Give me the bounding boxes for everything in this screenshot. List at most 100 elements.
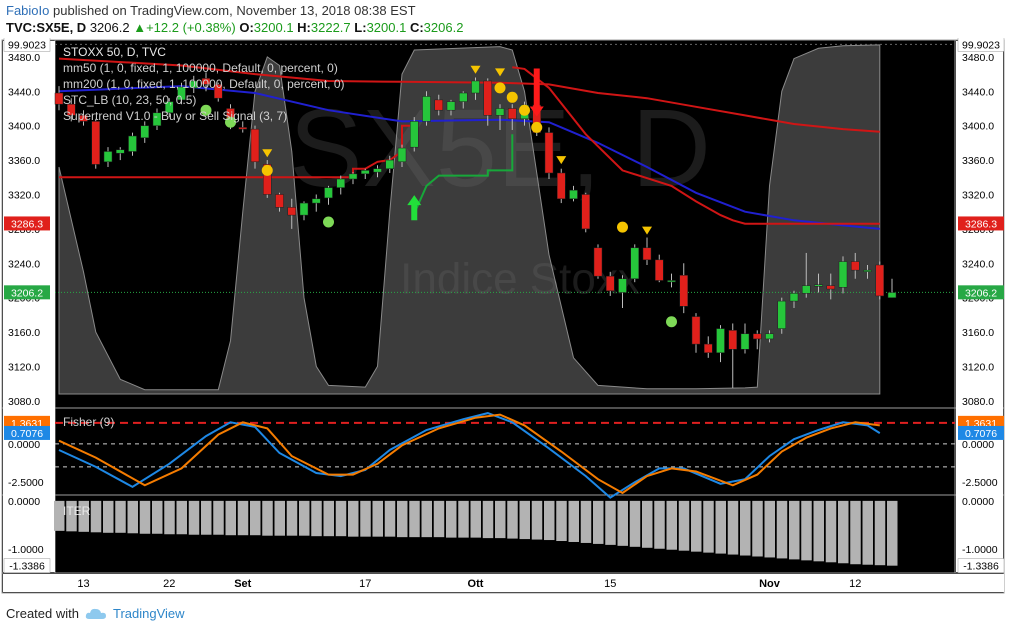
- iter-bar: [421, 500, 432, 538]
- candle-body: [557, 172, 566, 200]
- candle: [177, 82, 186, 105]
- iter-bar: [605, 500, 616, 545]
- candle-body: [802, 285, 811, 294]
- y-tick-left: 3120.0: [8, 361, 40, 373]
- iter-bar: [593, 500, 604, 544]
- iter-bar: [90, 500, 102, 533]
- iter-bar: [727, 500, 739, 555]
- fisher-value-left: 0.7076: [11, 428, 43, 440]
- candle-body: [434, 99, 443, 111]
- iter-bar: [519, 500, 530, 540]
- candle: [789, 290, 799, 308]
- candle-body: [765, 333, 774, 340]
- iter-bar: [446, 500, 457, 538]
- candle: [740, 323, 750, 354]
- candle: [777, 297, 786, 334]
- candle: [557, 168, 566, 204]
- candle: [165, 98, 174, 118]
- candle-body: [152, 112, 162, 126]
- supertrend-line-1: [413, 134, 514, 214]
- iter-bar: [103, 500, 114, 533]
- iter-bar: [617, 500, 628, 546]
- open-label: O:: [239, 20, 254, 35]
- iter-pane: ITER: [54, 500, 898, 566]
- candle: [826, 273, 835, 300]
- candle-body: [410, 121, 419, 148]
- y-tick-right: 3400.0: [962, 121, 994, 133]
- sell-signal-dot: [261, 164, 273, 176]
- iter-bar: [544, 500, 555, 541]
- candle: [91, 118, 100, 169]
- iter-bar: [348, 500, 359, 537]
- iter-bar: [825, 500, 837, 563]
- sell-arrow-head: [529, 106, 544, 117]
- candle-body: [214, 84, 223, 99]
- candle-body: [287, 207, 296, 216]
- candle: [152, 108, 162, 130]
- price-label-left: 3286.3: [11, 218, 43, 230]
- iter-bar: [152, 500, 163, 534]
- iter-bar: [666, 500, 677, 550]
- high-value: 3222.7: [310, 20, 351, 35]
- candle-body: [495, 108, 505, 116]
- candle: [581, 192, 590, 233]
- candle-body: [630, 247, 639, 279]
- candle-body: [508, 108, 517, 120]
- candle: [201, 72, 211, 92]
- fisher-y-tick-right: 0.0000: [962, 439, 994, 451]
- y-tick-left: 3480.0: [8, 52, 40, 64]
- fisher-title: Fisher (9): [63, 415, 114, 429]
- iter-bar: [397, 500, 408, 538]
- iter-bar: [458, 500, 469, 538]
- iter-bar: [335, 500, 347, 537]
- candle: [606, 271, 615, 296]
- time-axis-bg: [3, 574, 1004, 592]
- candle-body: [67, 103, 76, 116]
- iter-y-tick-left: 0.0000: [8, 496, 40, 508]
- chart-area[interactable]: SX5E, DIndice StoxxSTOXX 50, D, TVCmm50 …: [0, 38, 1011, 598]
- buy-arrow-icon: [407, 195, 422, 221]
- candle: [495, 104, 505, 130]
- iter-bar: [433, 500, 445, 538]
- candle-body: [642, 247, 652, 261]
- candle: [691, 313, 701, 353]
- y-tick-right: 3080.0: [962, 396, 994, 408]
- iter-bar: [580, 500, 592, 543]
- iter-bar: [654, 500, 665, 549]
- iter-bar: [323, 500, 334, 537]
- iter-bar: [360, 500, 371, 537]
- fisher-y-tick-right: -2.5000: [962, 477, 998, 489]
- iter-bar: [801, 500, 812, 561]
- iter-bar: [850, 500, 861, 565]
- y-tick-left: 3400.0: [8, 121, 40, 133]
- candle-body: [875, 264, 884, 297]
- candle: [116, 147, 125, 161]
- iter-bar: [862, 500, 873, 565]
- iter-bar: [262, 500, 273, 536]
- x-tick: Ott: [468, 578, 484, 590]
- candle-body: [336, 178, 345, 188]
- candle: [79, 110, 88, 126]
- candle: [238, 121, 247, 133]
- candle: [483, 78, 492, 126]
- candle: [348, 172, 358, 185]
- iter-value-right-badge: [957, 558, 1005, 573]
- y-tick-left: 3440.0: [8, 86, 40, 98]
- tradingview-brand-link[interactable]: TradingView: [112, 606, 185, 621]
- iter-bar: [201, 500, 212, 535]
- price-change: +12.2 (+0.38%): [146, 20, 236, 35]
- right-axis-bg: [956, 41, 1003, 572]
- created-with-text: Created with: [6, 606, 79, 621]
- main-pane: SX5E, DIndice StoxxSTOXX 50, D, TVCmm50 …: [54, 43, 955, 395]
- iter-bar: [237, 500, 249, 536]
- change-up-icon: ▲: [133, 20, 147, 35]
- iter-bar: [384, 500, 396, 537]
- candle-body: [851, 261, 860, 271]
- candle-body: [826, 285, 835, 290]
- author-name[interactable]: FabioIo: [6, 3, 50, 18]
- high-label: H:: [297, 20, 311, 35]
- sell-signal-triangle-icon: [495, 68, 505, 77]
- mm50-line: [58, 85, 880, 230]
- iter-bar: [78, 500, 89, 532]
- candle: [508, 104, 517, 130]
